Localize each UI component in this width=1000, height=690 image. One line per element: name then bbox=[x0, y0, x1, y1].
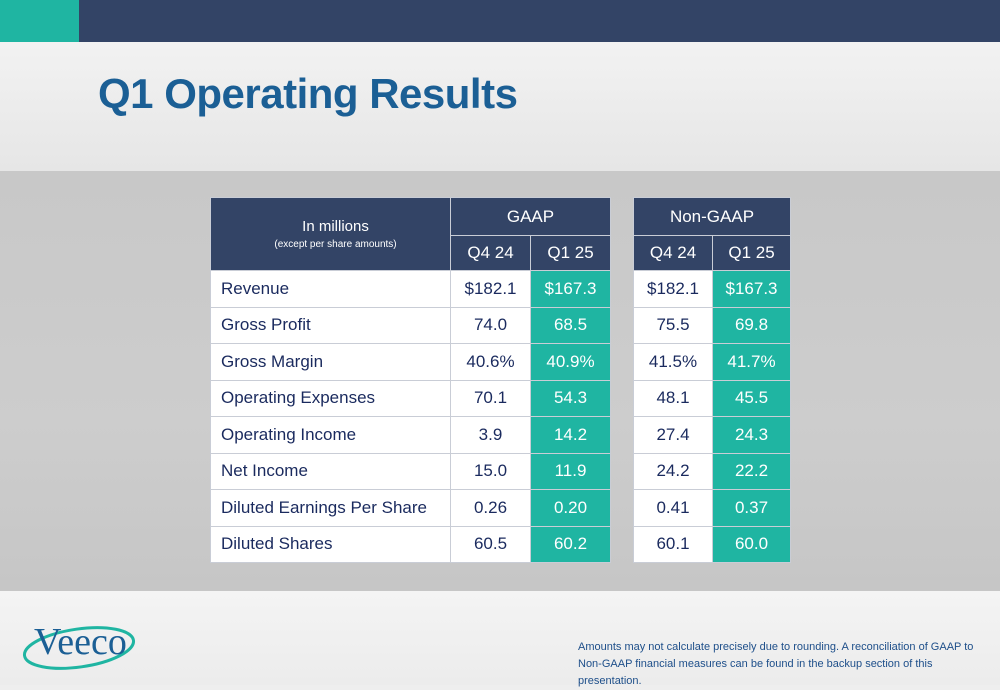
footer-area bbox=[0, 591, 1000, 685]
table-row: 60.1 60.0 bbox=[633, 525, 791, 563]
table-row: 0.41 0.37 bbox=[633, 489, 791, 527]
logo-swoosh bbox=[22, 626, 136, 670]
non-gaap-value-highlight: 24.3 bbox=[712, 416, 791, 454]
gaap-period-header: Q1 25 bbox=[530, 235, 611, 271]
table-row: 24.2 22.2 bbox=[633, 452, 791, 490]
page-title: Q1 Operating Results bbox=[98, 70, 518, 117]
gaap-value: 74.0 bbox=[450, 306, 531, 344]
footnote: Amounts may not calculate precisely due … bbox=[578, 641, 974, 687]
table-row: Diluted Earnings Per Share 0.26 0.20 bbox=[210, 489, 611, 527]
metric-label: Operating Expenses bbox=[210, 379, 451, 417]
non-gaap-value-highlight: $167.3 bbox=[712, 270, 791, 308]
gaap-value: 40.6% bbox=[450, 343, 531, 381]
table-row: Net Income 15.0 11.9 bbox=[210, 452, 611, 490]
non-gaap-value-highlight: 22.2 bbox=[712, 452, 791, 490]
table-row: Revenue $182.1 $167.3 bbox=[210, 270, 611, 308]
metric-label: Gross Margin bbox=[210, 343, 451, 381]
gaap-value: 0.26 bbox=[450, 489, 531, 527]
non-gaap-group-header: Non-GAAP bbox=[633, 197, 791, 236]
veeco-logo: Veeco bbox=[22, 621, 136, 670]
metric-label: Operating Income bbox=[210, 416, 451, 454]
metric-label: Diluted Shares bbox=[210, 525, 451, 563]
units-label-sub: (except per share amounts) bbox=[274, 239, 397, 250]
non-gaap-value: 60.1 bbox=[633, 525, 713, 563]
non-gaap-period-header: Q1 25 bbox=[712, 235, 791, 271]
gaap-value: $182.1 bbox=[450, 270, 531, 308]
gaap-results-table: In millions (except per share amounts) G… bbox=[210, 197, 611, 563]
metric-label: Revenue bbox=[210, 270, 451, 308]
metric-label: Net Income bbox=[210, 452, 451, 490]
table-row: 48.1 45.5 bbox=[633, 379, 791, 417]
non-gaap-value-highlight: 60.0 bbox=[712, 525, 791, 563]
table-row: Gross Margin 40.6% 40.9% bbox=[210, 343, 611, 381]
non-gaap-results-table: Non-GAAP Q4 24 Q1 25 $182.1 $167.3 75.5 … bbox=[633, 197, 791, 563]
table-row: 41.5% 41.7% bbox=[633, 343, 791, 381]
header-area bbox=[0, 42, 1000, 171]
gaap-value: 60.5 bbox=[450, 525, 531, 563]
top-bar bbox=[0, 0, 1000, 42]
non-gaap-value: 41.5% bbox=[633, 343, 713, 381]
table-row: $182.1 $167.3 bbox=[633, 270, 791, 308]
gaap-value-highlight: 68.5 bbox=[530, 306, 611, 344]
non-gaap-value-highlight: 45.5 bbox=[712, 379, 791, 417]
gaap-value-highlight: 14.2 bbox=[530, 416, 611, 454]
non-gaap-value: $182.1 bbox=[633, 270, 713, 308]
gaap-value-highlight: 11.9 bbox=[530, 452, 611, 490]
units-label-main: In millions bbox=[302, 218, 369, 235]
gaap-period-header: Q4 24 bbox=[450, 235, 531, 271]
table-row: Diluted Shares 60.5 60.2 bbox=[210, 525, 611, 563]
top-bar-accent bbox=[0, 0, 79, 42]
table-row: Gross Profit 74.0 68.5 bbox=[210, 306, 611, 344]
table-row: Operating Expenses 70.1 54.3 bbox=[210, 379, 611, 417]
table-row: Operating Income 3.9 14.2 bbox=[210, 416, 611, 454]
table-row: 27.4 24.3 bbox=[633, 416, 791, 454]
non-gaap-period-header: Q4 24 bbox=[633, 235, 713, 271]
non-gaap-value: 0.41 bbox=[633, 489, 713, 527]
non-gaap-value: 48.1 bbox=[633, 379, 713, 417]
metric-label: Gross Profit bbox=[210, 306, 451, 344]
gaap-value-highlight: 0.20 bbox=[530, 489, 611, 527]
gaap-value: 3.9 bbox=[450, 416, 531, 454]
gaap-value: 70.1 bbox=[450, 379, 531, 417]
non-gaap-value-highlight: 0.37 bbox=[712, 489, 791, 527]
metric-label: Diluted Earnings Per Share bbox=[210, 489, 451, 527]
non-gaap-value: 24.2 bbox=[633, 452, 713, 490]
non-gaap-value-highlight: 41.7% bbox=[712, 343, 791, 381]
gaap-value-highlight: 40.9% bbox=[530, 343, 611, 381]
units-label: In millions (except per share amounts) bbox=[210, 197, 451, 271]
gaap-value-highlight: 60.2 bbox=[530, 525, 611, 563]
gaap-value-highlight: $167.3 bbox=[530, 270, 611, 308]
gaap-value: 15.0 bbox=[450, 452, 531, 490]
non-gaap-value-highlight: 69.8 bbox=[712, 306, 791, 344]
logo-text: Veeco bbox=[34, 621, 127, 663]
non-gaap-value: 27.4 bbox=[633, 416, 713, 454]
gaap-value-highlight: 54.3 bbox=[530, 379, 611, 417]
gaap-group-header: GAAP bbox=[450, 197, 611, 236]
table-row: 75.5 69.8 bbox=[633, 306, 791, 344]
non-gaap-value: 75.5 bbox=[633, 306, 713, 344]
